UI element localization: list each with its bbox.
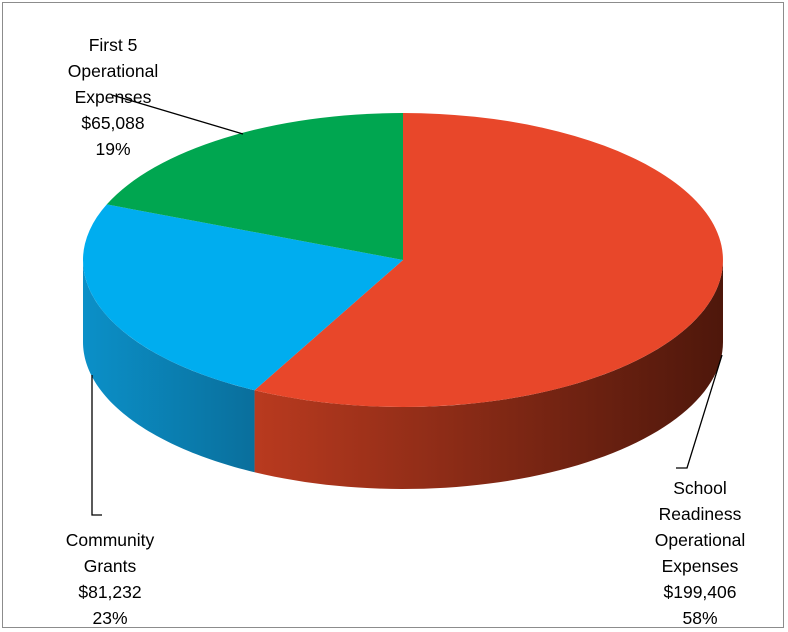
leader-line-first5	[111, 94, 244, 135]
school-label-line-1: School	[673, 478, 727, 498]
school-value-label: $199,406	[664, 582, 737, 602]
first5-value-label: $65,088	[81, 113, 144, 133]
first5-percent-label: 19%	[95, 139, 130, 159]
leader-lines	[91, 94, 723, 516]
first5-label-line-3: Expenses	[75, 87, 152, 107]
community-percent-label: 23%	[92, 608, 127, 628]
school-label-line-3: Operational	[655, 530, 745, 550]
school-label-line-2: Readiness	[659, 504, 742, 524]
community-label-line-2: Grants	[84, 556, 137, 576]
first5-label-line-2: Operational	[68, 61, 158, 81]
community-label-line-1: Community	[66, 530, 155, 550]
pie-side-school-readiness	[254, 260, 724, 489]
school-percent-label: 58%	[682, 608, 717, 628]
pie-side-community-grants	[83, 260, 255, 473]
leader-line-school	[676, 354, 723, 469]
school-label-line-4: Expenses	[662, 556, 739, 576]
label-school: School Readiness Operational Expenses $1…	[655, 478, 745, 628]
pie-slice-community-grants	[82, 204, 404, 391]
label-community: Community Grants $81,232 23%	[66, 530, 155, 628]
pie-slice-first5-operational	[106, 112, 404, 260]
pie-slice-school-readiness	[254, 113, 723, 407]
first5-label-line-1: First 5	[89, 35, 138, 55]
label-first5: First 5 Operational Expenses $65,088 19%	[68, 35, 158, 159]
community-value-label: $81,232	[78, 582, 141, 602]
leader-line-community	[91, 375, 102, 516]
